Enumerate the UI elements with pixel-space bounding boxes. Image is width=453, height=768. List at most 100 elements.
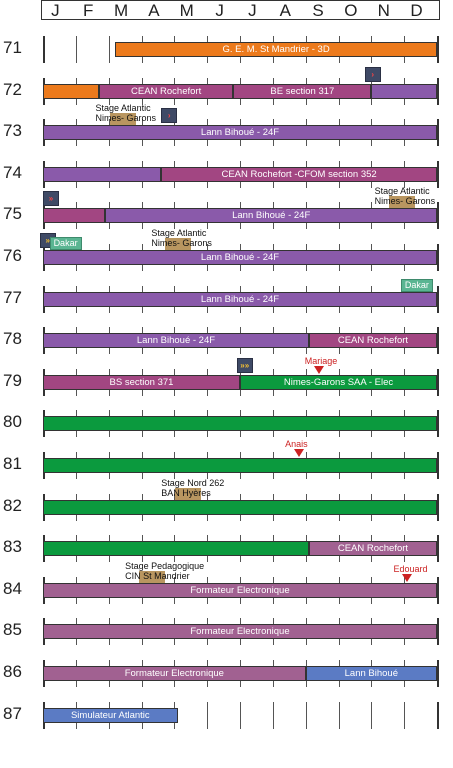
year-label: 73 (3, 121, 22, 141)
month-tick (437, 36, 439, 63)
timeline-bar (43, 83, 99, 99)
timeline-bar: Formateur Electronique (43, 582, 437, 598)
year-label: 81 (3, 454, 22, 473)
stage-note-line: Stage Pedagogique (125, 560, 205, 571)
month-tick (437, 327, 439, 355)
timeline-bar: Nimes-Garons SAA - Elec (240, 374, 437, 390)
stage-note-line: Stage Nord 262 (161, 477, 225, 488)
stage-note-line: Nimes- Garons (374, 196, 436, 207)
month-tick (43, 36, 45, 63)
month-label: J (248, 1, 257, 20)
month-tick (75, 36, 77, 63)
month-tick (404, 701, 406, 729)
dakar-tag: Dakar (400, 278, 433, 292)
month-tick (437, 660, 439, 687)
stage-note-line: Nimes- Garons (95, 113, 157, 124)
stage-note: Stage Nord 262 BAN Hyères (161, 478, 224, 498)
year-label: 79 (3, 370, 22, 390)
month-tick (437, 701, 439, 729)
timeline-bar: Lann Bihoué - 24F (43, 333, 309, 349)
month-tick (437, 202, 439, 230)
month-tick (437, 119, 439, 147)
year-label: 74 (3, 162, 22, 182)
timeline-bar: Lann Bihoué (305, 666, 437, 681)
stage-note-line: Nimes- Garons (151, 238, 212, 248)
year-label: 77 (3, 287, 22, 307)
year-label: 84 (3, 578, 22, 598)
timeline-bar (43, 458, 437, 473)
chevron-badge-icon: »» (236, 357, 253, 373)
year-label: 78 (3, 329, 22, 349)
timeline-bar: CEAN Rochefort (98, 83, 234, 99)
timeline-bar (43, 416, 437, 432)
month-tick (437, 452, 439, 479)
timeline-bar: Simulateur Atlantic (43, 707, 178, 723)
stage-note: Stage Atlantic Nimes- Garons (375, 186, 436, 206)
stage-highlight (139, 570, 166, 583)
month-tick (437, 244, 439, 271)
year-label: 72 (3, 79, 22, 99)
event-label: Edouard (393, 563, 428, 574)
event-label: Mariage (304, 355, 338, 366)
month-tick (207, 701, 209, 729)
month-label: A (148, 1, 160, 20)
month-tick (437, 160, 439, 188)
month-label: A (279, 1, 291, 20)
stage-note-line: Stage Atlantic (95, 103, 151, 114)
month-label: J (215, 1, 224, 20)
stage-highlight (388, 196, 415, 209)
year-label: 71 (3, 38, 22, 57)
month-tick (272, 701, 274, 729)
month-tick (437, 493, 439, 521)
timeline-bar (43, 208, 106, 224)
timeline-bar: CEAN Rochefort (308, 541, 437, 557)
month-tick (240, 701, 241, 729)
month-label: J (51, 1, 60, 20)
event-marker-icon (294, 449, 305, 457)
year-label: 85 (3, 620, 22, 640)
year-label: 86 (3, 662, 22, 681)
event-label: Anais (285, 439, 308, 449)
timeline-bar: BE section 317 (233, 83, 372, 99)
month-tick (437, 576, 439, 604)
month-label: D (410, 1, 423, 20)
chevron-badge-icon: » (43, 191, 59, 207)
stage-highlight (175, 487, 202, 500)
stage-highlight (165, 238, 192, 250)
year-label: 82 (3, 495, 22, 515)
timeline-bar (43, 499, 437, 515)
year-label: 80 (3, 412, 22, 432)
month-label: M (179, 1, 194, 20)
year-label: 87 (3, 703, 22, 723)
month-tick (305, 701, 307, 729)
timeline-bar: Lann Bihoué - 24F (43, 291, 437, 307)
month-header (41, 0, 440, 20)
year-label: 75 (3, 204, 22, 224)
timeline-bar: Formateur Electronique (43, 624, 437, 640)
month-tick (437, 618, 439, 646)
year-label: 76 (3, 246, 22, 265)
stage-note: Stage Pedagogique CIN St Mandrier (125, 561, 204, 581)
timeline-bar: CEAN Rochefort -CFOM section 352 (161, 166, 437, 182)
month-label: F (83, 1, 94, 20)
month-tick (371, 701, 373, 729)
month-tick (437, 535, 439, 563)
timeline-bar (371, 83, 437, 99)
timeline-bar: Lann Bihoué - 24F (43, 250, 437, 265)
timeline-bar: G. E. M. St Mandrier - 3D (115, 42, 437, 57)
timeline-bar: Lann Bihoué - 24F (43, 125, 437, 141)
month-tick (108, 36, 110, 63)
timeline-bar: Formateur Electronique (43, 666, 306, 681)
stage-note-line: Stage Atlantic (374, 186, 430, 197)
event-marker-icon (313, 365, 324, 374)
stage-highlight (109, 113, 136, 126)
chevron-badge-icon: › (364, 66, 381, 82)
dakar-tag: Dakar (49, 237, 82, 250)
month-label: N (377, 1, 390, 20)
timeline-bar: BS section 371 (43, 374, 240, 390)
stage-note-line: CIN St Mandrier (125, 570, 190, 581)
year-label: 83 (3, 537, 22, 557)
month-tick (437, 77, 439, 105)
timeline-bar: CEAN Rochefort (308, 333, 437, 349)
